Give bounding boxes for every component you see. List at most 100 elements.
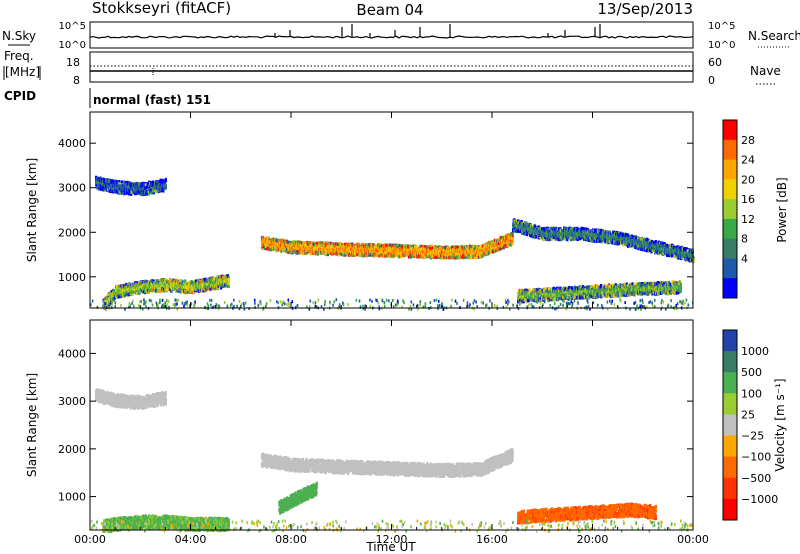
heatmap-cell xyxy=(305,251,308,255)
heatmap-cell xyxy=(478,248,481,253)
heatmap-cell xyxy=(291,246,294,250)
heatmap-cell xyxy=(438,255,441,259)
heatmap-cell xyxy=(382,247,385,251)
heatmap-cell xyxy=(154,189,157,193)
date-title: 13/Sep/2013 xyxy=(597,0,693,18)
heatmap-cell xyxy=(221,275,225,279)
heatmap-cell xyxy=(275,249,278,253)
freq-tick-top: 18 xyxy=(66,56,80,69)
heatmap-cell xyxy=(325,241,328,245)
heatmap-cell xyxy=(454,251,458,255)
heatmap-cell xyxy=(473,246,476,251)
heatmap-cell xyxy=(478,247,481,251)
heatmap-cell xyxy=(463,244,466,248)
heatmap-cell xyxy=(354,247,357,252)
heatmap-cell xyxy=(326,253,329,257)
heatmap-cell xyxy=(345,250,348,254)
heatmap-cell xyxy=(368,243,372,247)
heatmap-cell xyxy=(398,252,401,256)
heatmap-cell xyxy=(408,244,411,249)
heatmap-cell xyxy=(466,248,470,252)
heatmap-cell xyxy=(332,251,335,255)
heatmap-cell xyxy=(344,253,347,257)
heatmap-cell xyxy=(432,251,435,255)
heatmap-cell xyxy=(338,247,341,251)
heatmap-cell xyxy=(421,247,424,251)
heatmap-cell xyxy=(456,252,459,256)
heatmap-cell xyxy=(311,241,314,245)
station-title: Stokkseyri (fitACF) xyxy=(92,0,231,17)
heatmap-cell xyxy=(362,253,365,257)
heatmap-cell xyxy=(322,251,325,255)
heatmap-cell xyxy=(318,249,321,253)
heatmap-cell xyxy=(414,249,417,253)
nsky-tick-bottom: 10^0 xyxy=(59,40,86,51)
heatmap-cell xyxy=(275,239,279,243)
heatmap-cell xyxy=(424,245,427,249)
heatmap-cell xyxy=(286,244,289,248)
heatmap-cell xyxy=(310,252,313,256)
heatmap-cell xyxy=(361,242,364,246)
heatmap-cell xyxy=(347,242,350,246)
heatmap-cell xyxy=(270,247,274,251)
heatmap-cell xyxy=(412,254,416,258)
heatmap-cell xyxy=(287,250,290,254)
heatmap-cell xyxy=(272,247,275,251)
heatmap-cell xyxy=(462,249,465,253)
heatmap-cell xyxy=(473,244,476,248)
heatmap-cell xyxy=(364,250,367,254)
cpid-value: normal (fast) 151 xyxy=(93,93,211,107)
heatmap-cell xyxy=(477,250,480,254)
heatmap-cell xyxy=(449,248,453,252)
heatmap-cell xyxy=(300,244,303,248)
heatmap-cell xyxy=(227,280,230,284)
heatmap-cell xyxy=(475,249,478,253)
heatmap-cell xyxy=(423,255,426,259)
heatmap-cell xyxy=(331,252,334,256)
heatmap-cell xyxy=(373,245,377,249)
heatmap-cell xyxy=(280,242,283,246)
heatmap-cell xyxy=(481,254,484,258)
heatmap-cell xyxy=(292,243,296,247)
heatmap-cell xyxy=(416,244,419,249)
heatmap-cell xyxy=(227,284,230,288)
heatmap-cell xyxy=(281,247,284,251)
heatmap-cell xyxy=(443,247,446,252)
heatmap-cell xyxy=(307,242,310,246)
heatmap-cell xyxy=(301,251,304,255)
nave-tick-top: 60 xyxy=(708,56,722,69)
heatmap-cell xyxy=(164,183,167,188)
heatmap-cell xyxy=(331,248,334,252)
heatmap-cell xyxy=(511,242,514,246)
heatmap-cell xyxy=(366,247,369,251)
heatmap-cell xyxy=(400,250,403,255)
heatmap-cell xyxy=(476,254,479,259)
heatmap-cell xyxy=(328,245,331,249)
heatmap-cell xyxy=(377,251,380,255)
heatmap-cell xyxy=(367,249,370,253)
heatmap-cell xyxy=(274,237,277,241)
heatmap-cell xyxy=(511,231,514,236)
nsearch-tick-bottom: 10^0 xyxy=(708,40,735,51)
heatmap-cell xyxy=(316,241,319,245)
heatmap-cell xyxy=(453,251,456,255)
heatmap-cell xyxy=(458,256,461,260)
heatmap-cell xyxy=(400,244,403,248)
heatmap-cell xyxy=(376,251,379,255)
heatmap-cell xyxy=(433,248,436,252)
heatmap-cell xyxy=(388,254,391,258)
heatmap-cell xyxy=(288,240,291,244)
heatmap-cell xyxy=(324,249,328,254)
heatmap-cell xyxy=(433,245,436,249)
freq-label: Freq. xyxy=(4,49,34,63)
heatmap-cell xyxy=(479,246,482,250)
heatmap-cell xyxy=(429,247,432,251)
heatmap-cell xyxy=(286,248,289,252)
heatmap-cell xyxy=(365,243,368,247)
heatmap-cell xyxy=(399,244,402,248)
nsky-tick-top: 10^5 xyxy=(59,21,86,32)
heatmap-cell xyxy=(384,248,387,252)
heatmap-cell xyxy=(422,247,426,251)
heatmap-cell xyxy=(470,255,473,260)
